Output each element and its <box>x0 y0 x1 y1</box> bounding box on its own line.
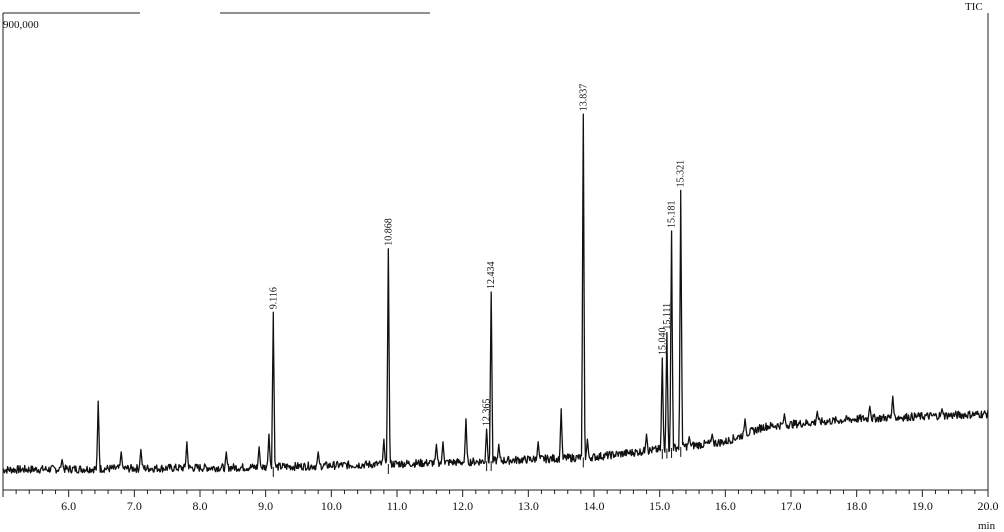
peak-rt-label: 10.868 <box>383 218 394 246</box>
x-tick-label: 13.0 <box>518 499 539 513</box>
peak-rt-label: 12.434 <box>486 261 497 289</box>
x-tick-label: 19.0 <box>912 499 933 513</box>
peak-rt-label: 15.181 <box>667 201 678 229</box>
x-tick-label: 7.0 <box>127 499 142 513</box>
tic-trace-line <box>2 113 989 474</box>
peak-labels-layer: 9.116 10.868 12.365 12.434 13.837 15.04015.11… <box>268 84 686 426</box>
x-tick-label: 18.0 <box>846 499 867 513</box>
x-unit-label: min <box>978 520 996 532</box>
x-tick-label: 11.0 <box>387 499 408 513</box>
plot-frame <box>2 12 989 491</box>
x-tick-label: 10.0 <box>321 499 342 513</box>
y-max-label: 900,000 <box>3 19 39 31</box>
x-tick-label: 20.0 <box>978 499 999 513</box>
peak-rt-label: 15.321 <box>676 160 687 188</box>
peak-rt-label: 12.365 <box>482 399 493 427</box>
x-tick-label: 12.0 <box>452 499 473 513</box>
x-tick-label: 15.0 <box>649 499 670 513</box>
x-tick-label: 9.0 <box>258 499 273 513</box>
peak-rt-label: 15.040 <box>657 327 668 355</box>
x-tick-label: 8.0 <box>193 499 208 513</box>
peak-rt-label: 9.116 <box>268 287 279 309</box>
x-tick-label: 6.0 <box>61 499 76 513</box>
x-tick-label: 14.0 <box>584 499 605 513</box>
x-axis-ticks: 6.0 7.0 8.0 9.0 10.0 11.0 12.0 13.0 14.0 15.0 16.0… <box>2 490 999 513</box>
x-tick-label: 17.0 <box>781 499 802 513</box>
peak-rt-label: 13.837 <box>578 84 589 112</box>
x-tick-label: 16.0 <box>715 499 736 513</box>
series-label: TIC <box>965 1 983 13</box>
tic-trace-layer <box>2 113 989 477</box>
peak-rt-label: 15.111 <box>662 303 673 330</box>
